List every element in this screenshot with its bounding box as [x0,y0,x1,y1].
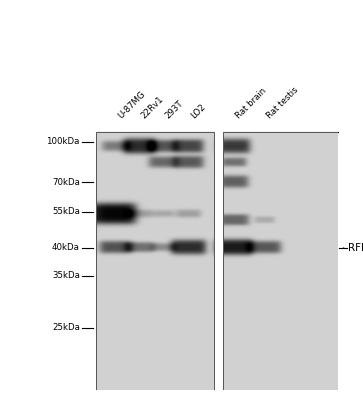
Text: 100kDa: 100kDa [46,138,80,146]
Text: LO2: LO2 [189,102,207,120]
Text: 22Rv1: 22Rv1 [140,94,166,120]
Text: RFPL2: RFPL2 [348,243,363,253]
Bar [96,132,214,390]
Text: 293T: 293T [163,98,185,120]
Text: Rat testis: Rat testis [265,85,300,120]
Text: 25kDa: 25kDa [52,324,80,332]
Text: 40kDa: 40kDa [52,244,80,252]
Text: 55kDa: 55kDa [52,208,80,216]
Bar [223,132,338,390]
Text: 35kDa: 35kDa [52,272,80,280]
Bar [214,132,223,390]
Text: 70kDa: 70kDa [52,178,80,186]
Text: U-87MG: U-87MG [116,89,147,120]
Text: Rat brain: Rat brain [234,86,268,120]
